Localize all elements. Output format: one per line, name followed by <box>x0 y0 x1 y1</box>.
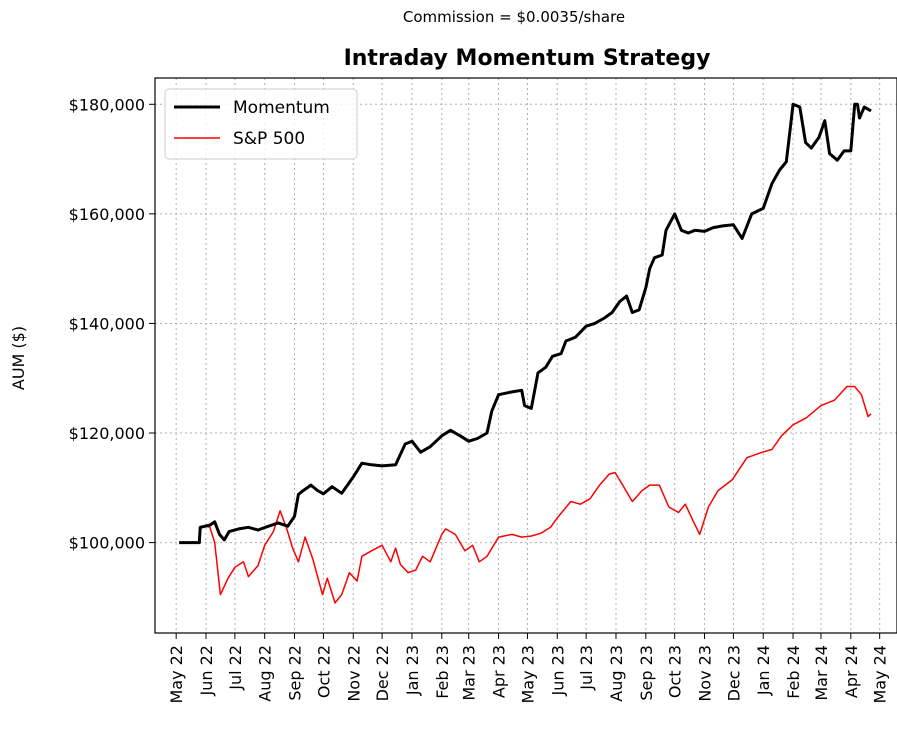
y-tick-label: $100,000 <box>69 534 145 553</box>
x-tick-label: Sep 22 <box>286 645 305 701</box>
x-tick-label: Dec 23 <box>724 645 743 701</box>
x-tick-label: Jun 22 <box>197 645 216 696</box>
x-tick-label: Oct 23 <box>666 645 685 698</box>
x-tick-label: Jun 23 <box>548 645 567 696</box>
x-tick-label: Mar 23 <box>460 645 479 701</box>
x-tick-label: Aug 22 <box>256 645 275 702</box>
x-tick-label: Feb 23 <box>433 645 452 699</box>
x-tick-label: Aug 23 <box>607 645 626 702</box>
x-tick-label: Apr 23 <box>490 645 509 698</box>
y-tick-label: $180,000 <box>69 95 145 114</box>
x-tick-label: May 24 <box>871 645 890 704</box>
legend-label-sp500: S&P 500 <box>233 129 305 149</box>
legend: Momentum S&P 500 <box>164 88 358 160</box>
y-axis-label: AUM ($) <box>9 326 28 390</box>
x-tick-label: Nov 23 <box>696 645 715 702</box>
x-tick-label: Dec 22 <box>373 645 392 701</box>
y-tick-label: $120,000 <box>69 424 145 443</box>
x-tick-label: Jan 23 <box>403 645 422 696</box>
legend-label-momentum: Momentum <box>233 98 330 118</box>
chart-supertitle: Commission = $0.0035/share <box>403 8 625 26</box>
series-layer <box>179 102 872 604</box>
x-tick-label: Nov 22 <box>344 645 363 702</box>
y-tick-label: $160,000 <box>69 205 145 224</box>
x-tick-label: Feb 24 <box>784 645 803 699</box>
x-tick-label: Jul 22 <box>226 645 245 691</box>
series-line-momentum <box>179 102 872 545</box>
x-tick-label: May 23 <box>518 645 537 704</box>
plot-area-frame <box>154 77 897 634</box>
grid <box>155 78 897 633</box>
x-tick-label: Apr 24 <box>842 645 861 698</box>
x-tick-label: Jan 24 <box>754 645 773 696</box>
x-tick-label: Mar 24 <box>812 645 831 701</box>
chart-title: Intraday Momentum Strategy <box>344 46 711 71</box>
x-tick-label: Jul 23 <box>577 645 596 691</box>
y-axis: $100,000 $120,000 $140,000 $160,000 $180,000 <box>69 95 155 553</box>
series-line-sp500 <box>199 385 872 604</box>
x-tick-label: May 22 <box>167 645 186 704</box>
x-tick-label: Oct 22 <box>314 645 333 698</box>
x-axis: May 22 Jun 22 Jul 22 Aug 22 Sep 22 Oct 22 Nov … <box>167 633 890 704</box>
y-tick-label: $140,000 <box>69 314 145 333</box>
x-tick-label: Sep 23 <box>637 645 656 701</box>
